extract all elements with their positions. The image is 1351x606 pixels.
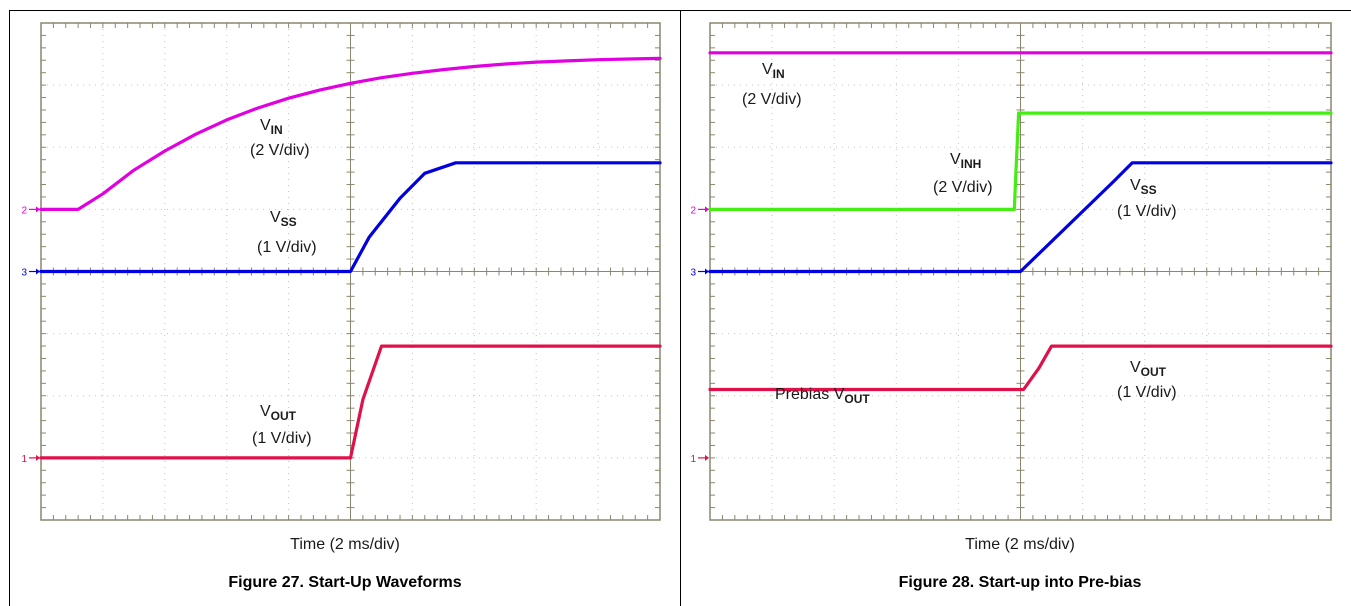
- vinh-label: VINH: [950, 151, 981, 171]
- vss-label: VSS: [1130, 177, 1157, 197]
- ground-marker-arrow: [36, 206, 40, 213]
- ground-marker-label: 3: [690, 268, 696, 279]
- vout-label: VOUT: [1130, 359, 1167, 379]
- figure-28-xlabel: Time (2 ms/div): [965, 536, 1075, 553]
- trace-ss-line: [39, 161, 662, 274]
- trace-ss-line: [708, 161, 1333, 274]
- figure-28: 2 3 1 VIN (2 V/div) VINH (2 V/div) VSS (1 …: [690, 22, 1333, 591]
- trace-in-line: [39, 56, 662, 211]
- ground-marker-label: 2: [690, 205, 696, 216]
- vin-scale-label: (2 V/div): [742, 91, 802, 108]
- figure-27-xlabel: Time (2 ms/div): [290, 536, 400, 553]
- vout-scale-label: (1 V/div): [1117, 384, 1177, 401]
- vout-label: VOUT: [260, 403, 297, 423]
- ground-marker-label: 1: [690, 454, 696, 465]
- vin-scale-label: (2 V/div): [250, 142, 310, 159]
- figure-27-trace-labels: VIN (2 V/div) VSS (1 V/div) VOUT (1 V/di…: [250, 117, 317, 447]
- vin-label: VIN: [762, 61, 785, 81]
- ground-marker-arrow: [705, 268, 709, 275]
- vss-scale-label: (1 V/div): [257, 239, 317, 256]
- ground-marker-arrow: [705, 206, 709, 213]
- vinh-scale-label: (2 V/div): [933, 179, 993, 196]
- figure-28-trace-labels: VIN (2 V/div) VINH (2 V/div) VSS (1 V/di…: [742, 61, 1177, 406]
- figure-28-caption: Figure 28. Start-up into Pre-bias: [899, 574, 1142, 591]
- ground-marker-label: 3: [21, 268, 27, 279]
- vss-scale-label: (1 V/div): [1117, 203, 1177, 220]
- vss-label: VSS: [270, 209, 297, 229]
- ground-marker-arrow: [36, 268, 40, 275]
- prebias-vout-label: Prebias VOUT: [775, 386, 870, 406]
- figure-27-scope-plot: 2 3 1: [21, 22, 662, 521]
- ground-marker-arrow: [705, 454, 709, 461]
- ground-marker-label: 2: [21, 205, 27, 216]
- ground-marker-label: 1: [21, 454, 27, 465]
- trace-out-line: [39, 344, 662, 460]
- ground-marker-arrow: [36, 454, 40, 461]
- figure-27: 2 3 1 VIN (2 V/div) VSS (1 V/div) VOUT (1 …: [21, 22, 662, 591]
- trace-out-line: [708, 344, 1333, 392]
- figure-28-scope-plot: 2 3 1: [690, 22, 1333, 521]
- trace-inh-line: [708, 111, 1333, 211]
- figure-27-caption: Figure 27. Start-Up Waveforms: [228, 574, 461, 591]
- vout-scale-label: (1 V/div): [252, 430, 312, 447]
- vin-label: VIN: [260, 117, 283, 137]
